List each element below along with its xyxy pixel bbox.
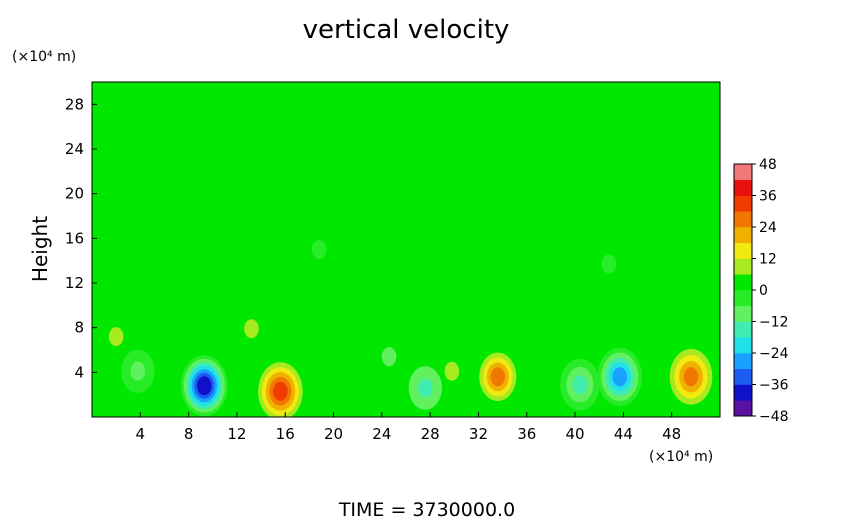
x-tick-label: 12 — [227, 425, 246, 443]
field-feature — [311, 239, 327, 260]
colorbar-tick-label: 36 — [759, 189, 777, 205]
y-tick-label: 24 — [65, 140, 84, 158]
contour-level — [418, 378, 433, 398]
contour-level — [244, 319, 259, 339]
contour-level — [683, 367, 699, 387]
colorbar-segment — [734, 321, 752, 338]
colorbar-segment — [734, 337, 752, 354]
colorbar-segment — [734, 258, 752, 275]
x-tick-label: 40 — [566, 425, 585, 443]
colorbar-tick-label: −48 — [759, 409, 789, 425]
colorbar-tick-label: 24 — [759, 220, 777, 236]
y-tick-label: 20 — [65, 185, 84, 203]
x-tick-label: 8 — [184, 425, 194, 443]
plot-frame — [91, 81, 721, 418]
colorbar-segment — [734, 274, 752, 291]
contour-level — [197, 376, 212, 396]
field-feature — [444, 361, 460, 381]
y-tick-label: 8 — [74, 319, 84, 337]
field-feature — [381, 347, 397, 367]
colorbar-segment — [734, 400, 752, 417]
contour-level — [572, 375, 588, 395]
colorbar-segment — [734, 227, 752, 244]
colorbar-segment — [734, 353, 752, 370]
colorbar-segment — [734, 179, 752, 196]
x-tick-label: 32 — [469, 425, 488, 443]
x-tick-label: 24 — [372, 425, 391, 443]
contour-level — [601, 254, 617, 274]
colorbar-segment — [734, 195, 752, 212]
colorbar-segment — [734, 211, 752, 228]
y-unit-label: (×10⁴ m) — [12, 49, 76, 65]
field-feature — [244, 319, 259, 339]
field-feature — [669, 348, 713, 405]
x-unit-label: (×10⁴ m) — [649, 449, 713, 465]
time-label: TIME = 3730000.0 — [338, 499, 515, 519]
field-feature — [180, 355, 228, 417]
colorbar-tick-label: 12 — [759, 252, 777, 268]
colorbar-tick-label: −24 — [759, 346, 789, 362]
x-tick-label: 48 — [662, 425, 681, 443]
contour-level — [130, 361, 146, 381]
y-tick-label: 28 — [65, 95, 84, 113]
colorbar-segment — [734, 384, 752, 401]
contour-level — [490, 367, 506, 387]
chart-title: vertical velocity — [303, 15, 510, 45]
field-feature — [121, 349, 155, 393]
colorbar-segment — [734, 368, 752, 385]
y-axis-label: Height — [28, 216, 52, 282]
field-feature — [509, 233, 525, 253]
colorbar-segment — [734, 305, 752, 322]
x-tick-label: 16 — [276, 425, 295, 443]
x-tick-label: 4 — [136, 425, 146, 443]
y-tick-label: 16 — [65, 229, 84, 247]
field-feature — [475, 347, 521, 406]
colorbar-tick-label: −12 — [759, 315, 789, 331]
x-tick-label: 44 — [614, 425, 633, 443]
x-tick-label: 36 — [517, 425, 536, 443]
x-tick-label: 20 — [324, 425, 343, 443]
contour-level — [108, 327, 124, 347]
colorbar-segment — [734, 242, 752, 259]
x-tick-label: 28 — [421, 425, 440, 443]
contour-level — [444, 361, 460, 381]
colorbar: 48 36 24 12 0 −12 −24 −36 −48 — [733, 157, 789, 425]
contour-level — [509, 233, 525, 253]
colorbar-segment — [734, 164, 752, 181]
colorbar-tick-label: 48 — [759, 157, 777, 173]
colorbar-tick-label: −36 — [759, 378, 789, 394]
contour-level — [612, 367, 628, 387]
field-feature — [601, 254, 617, 274]
field-feature — [560, 358, 600, 411]
y-tick-label: 4 — [74, 363, 84, 381]
field-feature — [408, 366, 442, 410]
contour-level — [381, 347, 397, 367]
colorbar-tick-label: 0 — [759, 283, 768, 299]
field-feature — [258, 362, 303, 417]
velocity-field — [92, 82, 720, 417]
colorbar-segment — [734, 290, 752, 307]
field-feature — [99, 314, 133, 359]
field-feature — [597, 347, 643, 406]
contour-level — [311, 239, 327, 260]
y-tick-label: 12 — [65, 274, 84, 292]
contour-level — [273, 381, 288, 401]
